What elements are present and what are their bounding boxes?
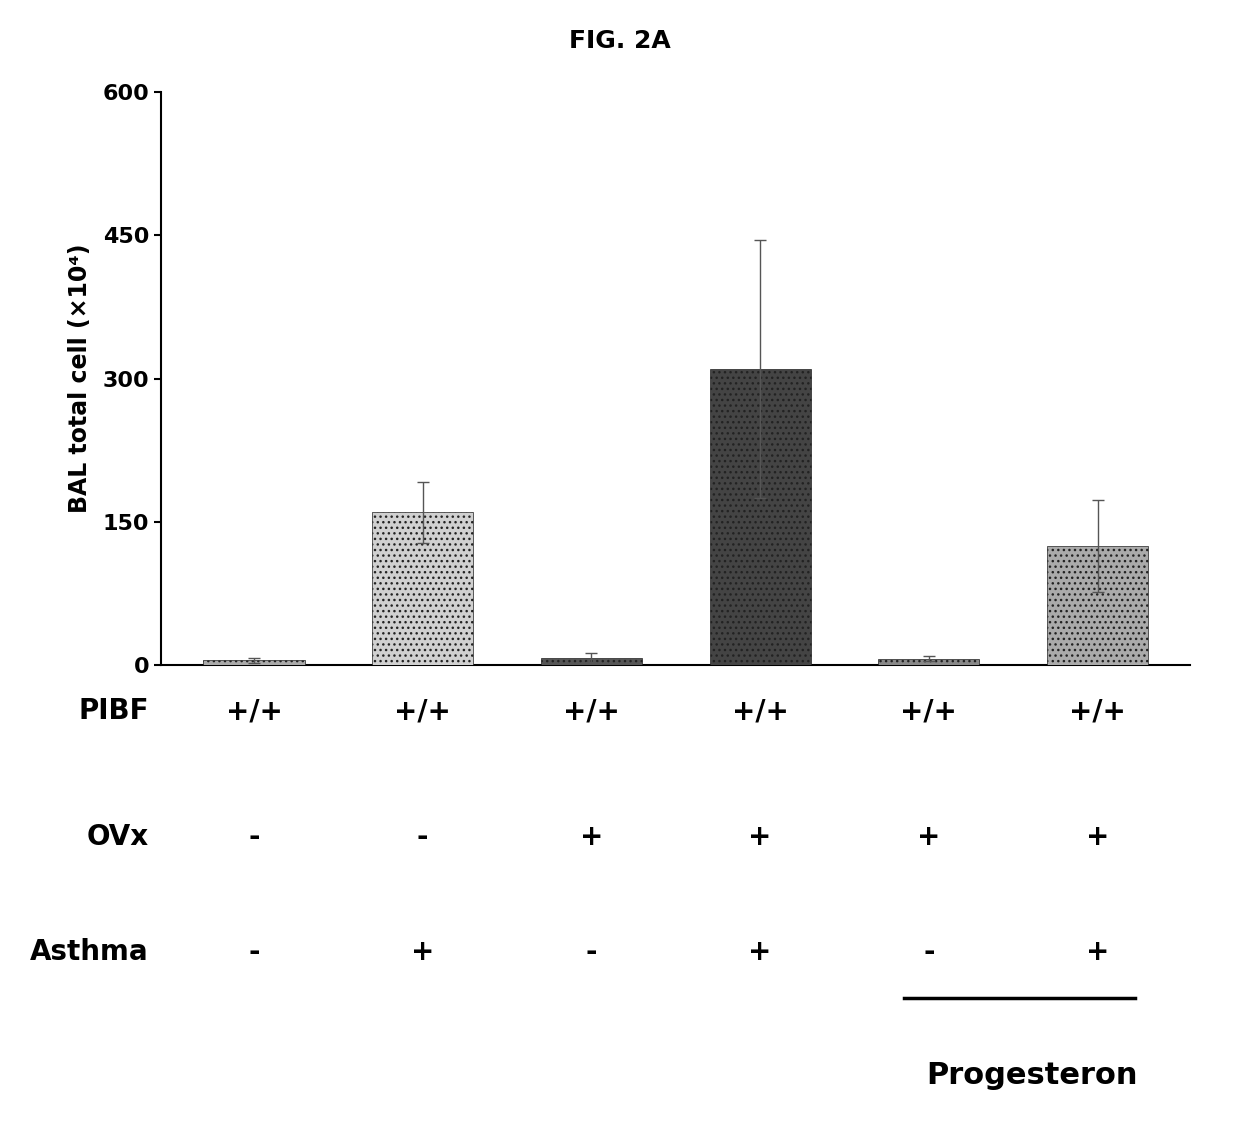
- Text: PIBF: PIBF: [78, 697, 149, 725]
- Text: +: +: [918, 824, 941, 851]
- Text: +/+: +/+: [900, 697, 957, 725]
- Text: OVx: OVx: [87, 824, 149, 851]
- Text: Asthma: Asthma: [30, 938, 149, 966]
- Text: -: -: [248, 824, 259, 851]
- Text: +: +: [749, 938, 771, 966]
- Text: +: +: [410, 938, 434, 966]
- Y-axis label: BAL total cell (×10⁴): BAL total cell (×10⁴): [67, 244, 92, 513]
- Text: FIG. 2A: FIG. 2A: [569, 29, 671, 53]
- Text: +: +: [1086, 824, 1110, 851]
- Text: -: -: [248, 938, 259, 966]
- Bar: [372, 513, 474, 665]
- Bar: [203, 661, 305, 665]
- Text: -: -: [923, 938, 935, 966]
- Bar: [1047, 546, 1148, 665]
- Text: +: +: [1086, 938, 1110, 966]
- Text: +/+: +/+: [226, 697, 283, 725]
- Bar: [541, 657, 642, 665]
- Bar: [878, 658, 980, 665]
- Text: Progesteron: Progesteron: [926, 1061, 1137, 1090]
- Text: +/+: +/+: [394, 697, 451, 725]
- Text: +/+: +/+: [563, 697, 620, 725]
- Text: +/+: +/+: [1069, 697, 1126, 725]
- Text: -: -: [585, 938, 598, 966]
- Text: +: +: [580, 824, 603, 851]
- Bar: [709, 369, 811, 665]
- Text: -: -: [417, 824, 429, 851]
- Text: +: +: [749, 824, 771, 851]
- Text: +/+: +/+: [732, 697, 789, 725]
